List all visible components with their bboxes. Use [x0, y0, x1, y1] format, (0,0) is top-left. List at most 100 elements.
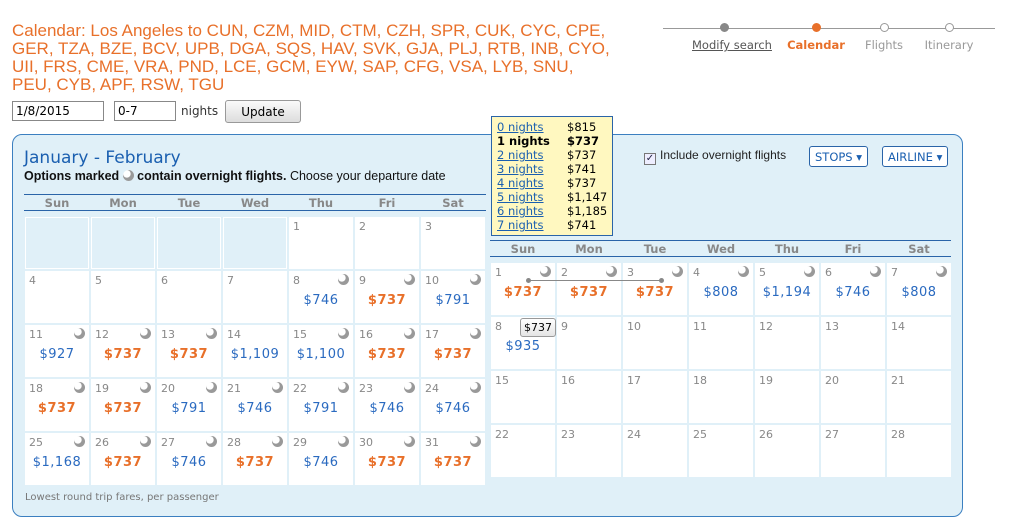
day-cell[interactable]: 5 $1,194 [755, 263, 819, 315]
fare-price[interactable]: $1,109 [230, 347, 280, 362]
progress-steps: Modify search Calendar Flights Itinerary [663, 20, 995, 60]
fare-price[interactable]: $737 [235, 455, 275, 470]
fare-price[interactable]: $737 [367, 455, 407, 470]
fare-price[interactable]: $737 [169, 347, 209, 362]
day-cell[interactable]: 20 $791 [157, 379, 221, 431]
fare-price[interactable]: $746 [435, 401, 471, 416]
nights-link[interactable]: 7 nights [497, 218, 544, 232]
nights-option[interactable]: 4 nights $737 [497, 176, 607, 190]
fare-price[interactable]: $737 [635, 285, 675, 300]
fare-price[interactable]: $737 [433, 455, 473, 470]
nights-link[interactable]: 6 nights [497, 204, 544, 218]
fare-price[interactable]: $791 [435, 293, 471, 308]
airline-dropdown[interactable]: AIRLINE ▾ [882, 146, 949, 167]
nights-link[interactable]: 2 nights [497, 148, 544, 162]
day-cell[interactable]: 30 $737 [355, 433, 419, 485]
fare-price[interactable]: $737 [433, 347, 473, 362]
fare-price[interactable]: $746 [237, 401, 273, 416]
fare-price[interactable]: $737 [503, 285, 543, 300]
day-cell[interactable]: 14 $1,109 [223, 325, 287, 377]
nights-option[interactable]: 3 nights $741 [497, 162, 607, 176]
day-cell[interactable]: 6 $746 [821, 263, 885, 315]
day-cell[interactable]: 24 $746 [421, 379, 485, 431]
day-cell[interactable]: 25 $1,168 [25, 433, 89, 485]
nights-option[interactable]: 2 nights $737 [497, 148, 607, 162]
fare-price[interactable]: $1,100 [296, 347, 346, 362]
fare-price[interactable]: $927 [39, 347, 75, 362]
day-cell[interactable]: 21 $746 [223, 379, 287, 431]
fare-price[interactable]: $737 [37, 401, 77, 416]
fare-price[interactable]: $746 [369, 401, 405, 416]
day-cell[interactable]: 9 $737 [355, 271, 419, 323]
day-cell[interactable]: 26 $737 [91, 433, 155, 485]
fare-price[interactable]: $737 [569, 285, 609, 300]
day-cell: 5 [91, 271, 155, 323]
fare-price[interactable]: $791 [171, 401, 207, 416]
fare-price[interactable]: $746 [303, 293, 339, 308]
day-cell[interactable]: 19 $737 [91, 379, 155, 431]
day-number: 6 [825, 266, 832, 279]
day-cell[interactable]: 31 $737 [421, 433, 485, 485]
day-cell[interactable]: 1 $737 [491, 263, 555, 315]
day-cell[interactable]: 4 $808 [689, 263, 753, 315]
overnight-checkbox[interactable]: ✓ Include overnight flights [644, 148, 786, 165]
step-dot-icon [719, 23, 729, 32]
day-cell[interactable]: 13 $737 [157, 325, 221, 377]
day-cell[interactable]: 12 $737 [91, 325, 155, 377]
day-cell[interactable]: 29 $746 [289, 433, 353, 485]
fare-price[interactable]: $791 [303, 401, 339, 416]
day-cell[interactable]: 23 $746 [355, 379, 419, 431]
day-cell[interactable]: 11 $927 [25, 325, 89, 377]
fare-price[interactable]: $1,194 [762, 285, 812, 300]
day-cell[interactable]: 3 $737 [623, 263, 687, 315]
day-cell[interactable]: 7 $808 [887, 263, 951, 315]
fare-price[interactable]: $808 [703, 285, 739, 300]
nights-option[interactable]: 1 nights $737 [497, 134, 607, 148]
day-cell[interactable]: 28 $737 [223, 433, 287, 485]
day-number: 28 [891, 428, 905, 441]
day-cell[interactable]: 18 $737 [25, 379, 89, 431]
fare-price[interactable]: $746 [835, 285, 871, 300]
nights-option[interactable]: 7 nights $741 [497, 218, 607, 232]
nights-option[interactable]: 5 nights $1,147 [497, 190, 607, 204]
fare-price[interactable]: $808 [901, 285, 937, 300]
day-cell[interactable]: 8 $746 [289, 271, 353, 323]
nights-option[interactable]: 6 nights $1,185 [497, 204, 607, 218]
day-cell[interactable]: 17 $737 [421, 325, 485, 377]
nights-link[interactable]: 4 nights [497, 176, 544, 190]
fare-price[interactable]: $737 [103, 401, 143, 416]
checkbox-icon[interactable]: ✓ [644, 153, 656, 165]
day-number: 10 [627, 320, 641, 333]
nights-link[interactable]: 5 nights [497, 190, 544, 204]
fare-price[interactable]: $737 [103, 455, 143, 470]
day-cell[interactable]: 15 $1,100 [289, 325, 353, 377]
moon-icon [74, 436, 85, 447]
nights-option[interactable]: 0 nights $815 [497, 120, 607, 134]
day-cell[interactable]: 16 $737 [355, 325, 419, 377]
day-cell[interactable]: 22 $791 [289, 379, 353, 431]
step-modify-search[interactable]: Modify search [692, 20, 772, 52]
nights-link[interactable]: 3 nights [497, 162, 544, 176]
day-cell[interactable]: 27 $746 [157, 433, 221, 485]
update-button[interactable]: Update [225, 100, 301, 123]
fare-price[interactable]: $737 [103, 347, 143, 362]
nights-price: $741 [567, 218, 597, 232]
progress-line [663, 28, 995, 29]
step-flights: Flights [852, 20, 916, 52]
fare-price[interactable]: $935 [505, 339, 541, 354]
weekday-label: Tue [643, 242, 667, 256]
day-cell[interactable]: 2 $737 [557, 263, 621, 315]
departure-date-input[interactable] [12, 101, 104, 121]
fare-price[interactable]: $737 [367, 347, 407, 362]
fare-price[interactable]: $746 [171, 455, 207, 470]
fare-price[interactable]: $746 [303, 455, 339, 470]
nights-link[interactable]: 0 nights [497, 120, 544, 134]
nights-range-input[interactable] [114, 101, 176, 121]
day-cell[interactable]: 10 $791 [421, 271, 485, 323]
fare-price[interactable]: $737 [367, 293, 407, 308]
stops-dropdown[interactable]: STOPS ▾ [809, 146, 869, 167]
moon-icon [936, 266, 947, 277]
empty-day-cell [223, 217, 287, 269]
modify-search-link[interactable]: Modify search [692, 38, 772, 52]
fare-price[interactable]: $1,168 [32, 455, 82, 470]
